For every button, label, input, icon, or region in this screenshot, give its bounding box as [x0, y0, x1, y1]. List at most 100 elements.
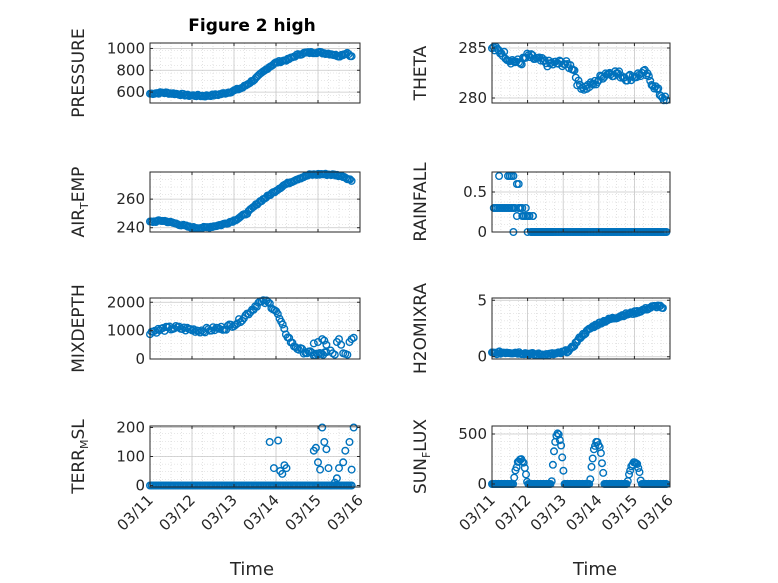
data-point: [599, 468, 608, 477]
data-point: [509, 171, 518, 180]
data-point: [345, 438, 354, 447]
y-axis-label-main: RAINFALL: [411, 162, 431, 242]
y-tick-label: 200: [116, 418, 145, 436]
y-tick-label: 1000: [107, 322, 145, 340]
data-point: [518, 203, 527, 212]
data-point: [570, 66, 579, 75]
x-tick-label: 03/13: [527, 491, 570, 534]
data-point: [635, 468, 644, 477]
data-point: [522, 470, 531, 479]
y-tick-label: 0: [477, 348, 487, 366]
data-point: [644, 72, 653, 81]
y-tick-label: 0: [135, 477, 145, 495]
data-point: [633, 460, 642, 469]
data-point: [192, 92, 201, 101]
x-tick-label: 03/14: [562, 491, 605, 534]
data-point: [550, 447, 559, 456]
axes-box: [491, 42, 671, 104]
data-point: [591, 441, 600, 450]
minor-grid: [492, 172, 670, 232]
y-axis-label-main: AIR: [69, 209, 89, 238]
data-point: [347, 481, 356, 490]
data-point: [343, 481, 352, 490]
y-axis-label-rest: SL: [69, 419, 89, 440]
y-axis-label: TERRMSL: [69, 419, 91, 495]
data-point: [547, 477, 556, 486]
y-tick-label: 280: [458, 89, 487, 107]
data-point: [309, 339, 318, 348]
data-series: [145, 423, 358, 490]
data-point: [586, 475, 595, 484]
data-point: [519, 458, 528, 467]
y-axis-label-rest: EMP: [69, 167, 89, 203]
axes-box: [149, 171, 361, 233]
data-point: [332, 474, 341, 483]
y-tick-label: 0: [477, 475, 487, 493]
data-point: [661, 92, 670, 101]
data-point: [658, 304, 667, 313]
chart-panel-second-left: 240 260 AIRTEMP: [69, 167, 361, 238]
x-tick-label: 03/16: [324, 491, 367, 534]
y-tick-label: 500: [458, 425, 487, 443]
data-point: [264, 298, 273, 307]
y-axis-label: PRESSURE: [69, 28, 89, 117]
axes-box: [491, 171, 671, 233]
data-point: [634, 464, 643, 473]
y-tick-label: 100: [116, 448, 145, 466]
data-point: [339, 458, 348, 467]
figure-title: Figure 2 high: [188, 16, 316, 36]
x-axis-label-left: Time: [229, 559, 274, 580]
chart-panel-third-right: 0 5 H2OMIXRA: [411, 283, 671, 374]
y-axis-label-main: TERR: [69, 449, 89, 495]
y-axis-label-subscript: F: [420, 452, 433, 458]
data-point: [510, 473, 519, 482]
data-point: [514, 179, 523, 188]
chart-panel-second-right: 0 0.5 RAINFALL: [411, 162, 671, 242]
y-tick-label: 5: [477, 291, 487, 309]
data-point: [330, 350, 339, 359]
y-tick-label: 240: [116, 219, 145, 237]
data-point: [320, 438, 329, 447]
data-point: [349, 333, 358, 342]
y-axis-label-subscript: T: [78, 202, 91, 210]
data-point: [343, 350, 352, 359]
data-point: [311, 443, 320, 452]
axes-box: [491, 297, 671, 360]
y-axis-label: MIXDEPTH: [69, 284, 89, 373]
data-point: [525, 211, 534, 220]
y-axis-label-main: MIXDEPTH: [69, 284, 89, 373]
data-point: [495, 171, 504, 180]
data-point: [659, 96, 668, 105]
data-point: [548, 460, 557, 469]
data-point: [305, 49, 314, 58]
major-grid: [492, 43, 670, 103]
data-point: [322, 445, 331, 454]
x-tick-label: 03/14: [240, 491, 283, 534]
x-tick-label: 03/12: [156, 491, 199, 534]
data-series: [488, 42, 671, 105]
y-tick-label: 285: [458, 39, 487, 57]
y-tick-label: 600: [116, 83, 145, 101]
data-point: [273, 310, 282, 319]
data-point: [274, 436, 283, 445]
data-point: [347, 176, 356, 185]
data-point: [588, 454, 597, 463]
data-point: [314, 458, 323, 467]
axes-box: [149, 42, 361, 104]
y-tick-label: 260: [116, 190, 145, 208]
data-point: [346, 175, 355, 184]
data-point: [601, 69, 610, 78]
data-point: [330, 478, 339, 487]
y-tick-label: 1000: [107, 39, 145, 57]
data-point: [335, 464, 344, 473]
data-point: [282, 464, 291, 473]
x-axis-label-right: Time: [572, 559, 617, 580]
data-series: [145, 296, 358, 360]
y-axis-label: SUNFLUX: [411, 419, 433, 494]
y-axis-label-main: H2OMIXRA: [411, 283, 431, 374]
y-axis-label-subscript: M: [78, 440, 91, 450]
data-point: [587, 462, 596, 471]
